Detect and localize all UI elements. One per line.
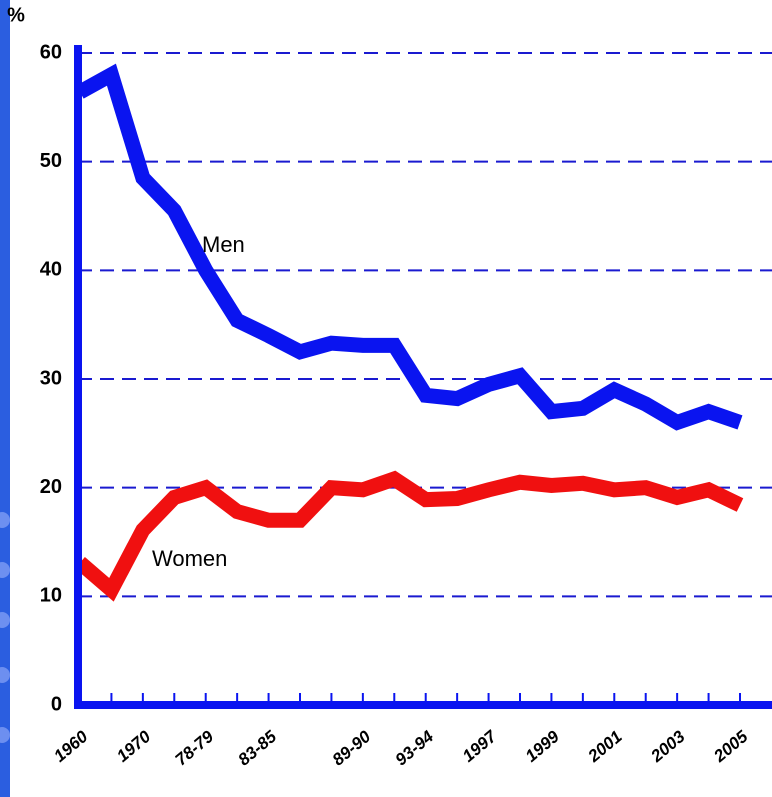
x-tick-label: 1999 — [522, 727, 564, 766]
x-tick-label: 83-85 — [235, 727, 281, 770]
series-label: Men — [202, 232, 245, 257]
x-tick-label: 2001 — [584, 727, 626, 767]
decor — [0, 512, 10, 528]
decor — [0, 667, 10, 683]
x-tick-label: 2003 — [647, 727, 689, 767]
x-tick-label: 1997 — [459, 726, 501, 766]
y-tick-label: 50 — [40, 150, 62, 172]
y-tick-label: 20 — [40, 476, 62, 498]
decor — [0, 562, 10, 578]
x-tick-label: 1970 — [113, 727, 155, 766]
x-tick-label: 78-79 — [172, 727, 218, 770]
x-tick-label: 1960 — [50, 727, 92, 766]
y-tick-label: 60 — [40, 41, 62, 63]
y-tick-label: 30 — [40, 367, 62, 389]
x-tick-label: 89-90 — [329, 727, 375, 770]
series-line — [76, 63, 743, 431]
decor — [0, 612, 10, 628]
y-tick-label: 10 — [40, 585, 62, 607]
series-line — [75, 470, 744, 602]
decor — [0, 727, 10, 743]
side-strip — [0, 0, 10, 797]
y-tick-label: 40 — [40, 259, 62, 281]
series-label: Women — [152, 546, 227, 571]
y-tick-label: 0 — [51, 693, 62, 715]
y-unit: % — [7, 4, 25, 26]
x-tick-label: 93-94 — [392, 727, 438, 770]
x-tick-label: 2005 — [709, 727, 751, 767]
